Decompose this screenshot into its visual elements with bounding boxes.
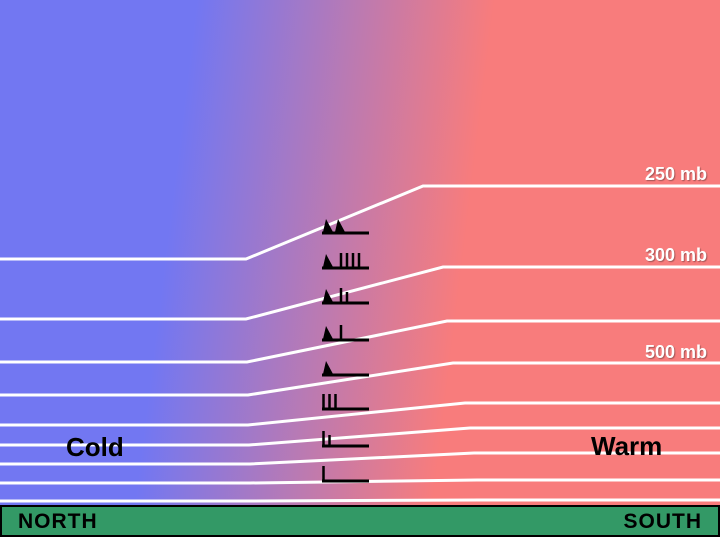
- isobar-line: [0, 426, 720, 447]
- south-label: SOUTH: [623, 509, 702, 533]
- pressure-label-500mb: 500 mb: [644, 342, 707, 362]
- wind-barb-100kt: [322, 219, 369, 235]
- isobar-line: [0, 451, 720, 466]
- wind-barb-65kt: [322, 288, 369, 305]
- cold-airmass-label: Cold: [66, 432, 124, 462]
- north-label: NORTH: [18, 509, 98, 533]
- bottom-white-strip: [0, 537, 720, 540]
- warm-airmass-label: Warm: [591, 431, 663, 461]
- wind-barb-90kt: [322, 253, 369, 270]
- isobar-line: [0, 401, 720, 427]
- wind-barb-30kt: [322, 394, 369, 411]
- pressure-label-250mb: 250 mb: [644, 164, 707, 184]
- isobar-line-300-mb: [0, 265, 720, 321]
- wind-barb-50kt: [322, 361, 369, 377]
- isobar-line: [0, 498, 720, 503]
- wind-barb-15kt: [322, 431, 369, 448]
- pressure-label-300mb: 300 mb: [644, 245, 707, 265]
- wind-barb-10kt: [322, 466, 369, 483]
- isobar-line-250-mb: [0, 184, 720, 261]
- direction-footer-bar: NORTH SOUTH: [0, 505, 720, 537]
- isobar-line-500-mb: [0, 361, 720, 397]
- wind-barb-60kt: [322, 325, 369, 342]
